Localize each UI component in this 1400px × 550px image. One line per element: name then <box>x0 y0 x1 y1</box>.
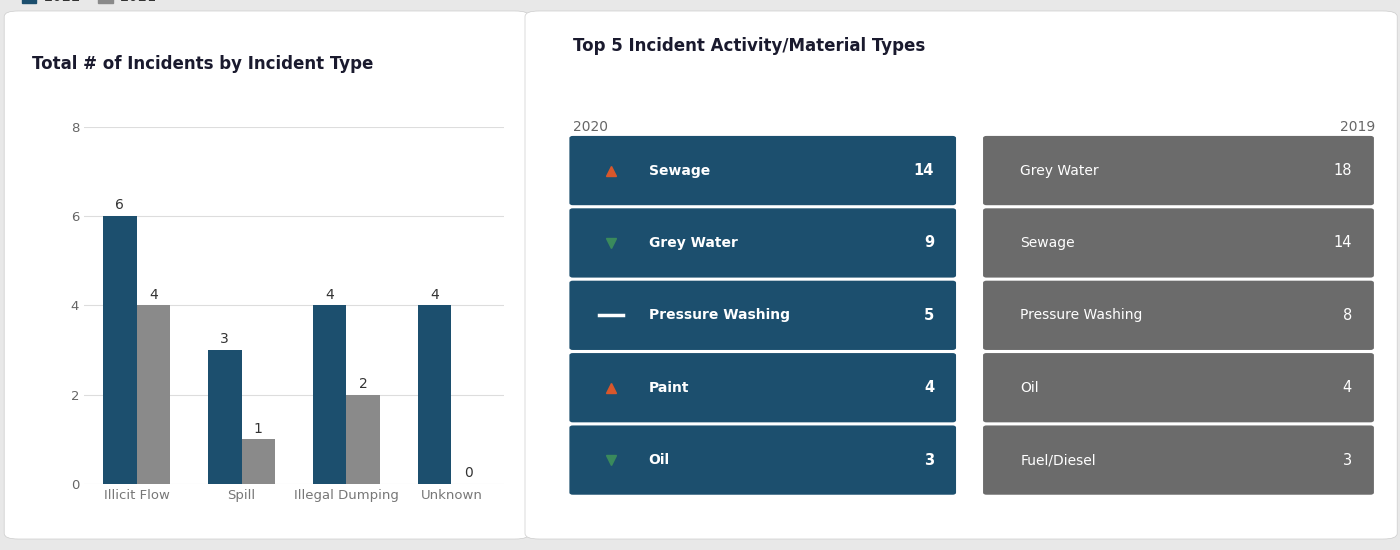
Text: Pressure Washing: Pressure Washing <box>1021 309 1142 322</box>
Text: 2: 2 <box>358 377 368 391</box>
Text: 6: 6 <box>115 199 125 212</box>
Legend: 2022, 2021: 2022, 2021 <box>15 0 164 10</box>
Text: 3: 3 <box>1343 453 1352 468</box>
Text: Total # of Incidents by Incident Type: Total # of Incidents by Incident Type <box>32 55 374 73</box>
Text: Sewage: Sewage <box>1021 236 1075 250</box>
Text: 4: 4 <box>430 288 440 301</box>
Text: Pressure Washing: Pressure Washing <box>648 309 790 322</box>
FancyBboxPatch shape <box>983 208 1373 278</box>
Text: Oil: Oil <box>1021 381 1039 395</box>
FancyBboxPatch shape <box>570 136 956 205</box>
Text: 0: 0 <box>463 466 473 481</box>
Text: 4: 4 <box>1343 380 1352 395</box>
FancyBboxPatch shape <box>570 426 956 495</box>
Text: Paint: Paint <box>648 381 689 395</box>
Text: 4: 4 <box>325 288 335 301</box>
FancyBboxPatch shape <box>983 136 1373 205</box>
Text: 4: 4 <box>148 288 158 301</box>
Text: 3: 3 <box>220 332 230 346</box>
Text: 3: 3 <box>924 453 934 468</box>
Text: 8: 8 <box>1343 308 1352 323</box>
FancyBboxPatch shape <box>570 208 956 278</box>
Bar <box>417 305 451 484</box>
Text: 9: 9 <box>924 235 934 250</box>
Text: Sewage: Sewage <box>648 163 710 178</box>
FancyBboxPatch shape <box>983 280 1373 350</box>
FancyBboxPatch shape <box>570 353 956 422</box>
Text: 2020: 2020 <box>573 120 608 134</box>
Bar <box>104 216 137 484</box>
Text: 14: 14 <box>1333 235 1352 250</box>
FancyBboxPatch shape <box>570 280 956 350</box>
Text: 1: 1 <box>253 422 263 436</box>
Bar <box>209 350 242 484</box>
Text: 5: 5 <box>924 308 934 323</box>
Text: Grey Water: Grey Water <box>648 236 738 250</box>
Bar <box>346 395 379 484</box>
Text: Top 5 Incident Activity/Material Types: Top 5 Incident Activity/Material Types <box>573 37 925 55</box>
Text: 2019: 2019 <box>1340 120 1375 134</box>
Text: Grey Water: Grey Water <box>1021 163 1099 178</box>
Text: Fuel/Diesel: Fuel/Diesel <box>1021 453 1096 467</box>
Bar <box>137 305 171 484</box>
FancyBboxPatch shape <box>983 426 1373 495</box>
Bar <box>312 305 346 484</box>
Text: Oil: Oil <box>648 453 669 467</box>
Bar <box>242 439 276 484</box>
FancyBboxPatch shape <box>983 353 1373 422</box>
Text: 14: 14 <box>914 163 934 178</box>
Text: 4: 4 <box>924 380 934 395</box>
Text: 18: 18 <box>1333 163 1352 178</box>
